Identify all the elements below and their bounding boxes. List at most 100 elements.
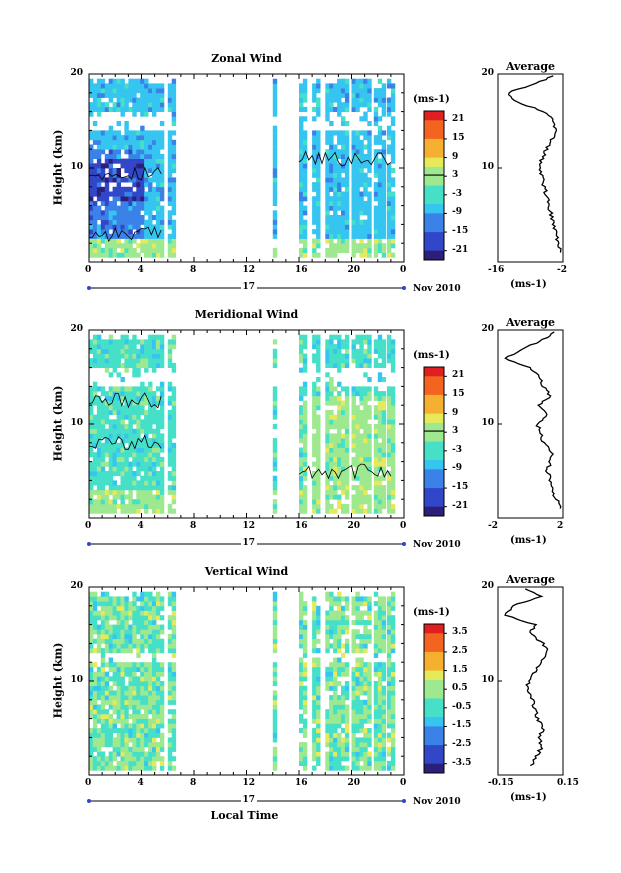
heatmap-cell <box>381 676 387 682</box>
heatmap-cell <box>390 424 396 430</box>
heatmap-cell <box>96 610 102 616</box>
heatmap-cell <box>316 395 321 401</box>
heatmap-cell <box>355 339 360 345</box>
heatmap-cell <box>100 215 106 221</box>
heatmap-cell <box>132 746 137 752</box>
heatmap-cell <box>152 499 157 505</box>
heatmap-cell <box>337 480 342 486</box>
heatmap-cell <box>386 210 392 216</box>
heatmap-cell <box>108 624 114 630</box>
heatmap-cell <box>316 130 321 136</box>
heatmap-cell <box>155 456 161 462</box>
heatmap-cell <box>120 695 125 701</box>
heatmap-cell <box>272 666 278 672</box>
heatmap-cell <box>344 685 350 691</box>
heatmap-cell <box>116 699 121 705</box>
heatmap-cell <box>120 629 125 635</box>
heatmap-cell <box>377 196 383 202</box>
heatmap-cell <box>381 92 387 98</box>
heatmap-cell <box>112 681 117 687</box>
heatmap-cell <box>367 158 372 164</box>
heatmap-cell <box>136 695 141 701</box>
heatmap-cell <box>312 751 317 757</box>
heatmap-cell <box>373 233 379 239</box>
heatmap-cell <box>108 713 114 719</box>
heatmap-cell <box>373 391 379 397</box>
heatmap-cell <box>159 414 165 420</box>
heatmap-cell <box>381 695 387 701</box>
heatmap-cell <box>124 97 129 103</box>
heatmap-cell <box>112 765 117 771</box>
heatmap-cell <box>337 718 342 724</box>
heatmap-cell <box>341 765 346 771</box>
heatmap-cell <box>144 629 149 635</box>
colorbar-segment <box>424 717 444 727</box>
heatmap-cell <box>120 690 125 696</box>
heatmap-cell <box>132 615 137 621</box>
heatmap-cell <box>316 353 321 359</box>
heatmap-cell <box>299 601 304 607</box>
heatmap-cell <box>333 419 338 425</box>
heatmap-cell <box>136 756 141 762</box>
heatmap-cell <box>302 177 308 183</box>
heatmap-cell <box>171 508 177 514</box>
heatmap-cell <box>272 215 278 221</box>
heatmap-cell <box>381 158 387 164</box>
heatmap-cell <box>351 414 356 420</box>
heatmap-cell <box>377 466 383 472</box>
heatmap-cell <box>355 508 360 514</box>
heatmap-cell <box>155 699 161 705</box>
heatmap-cell <box>136 718 141 724</box>
heatmap-cell <box>144 247 149 253</box>
heatmap-cell <box>381 634 387 640</box>
heatmap-cell <box>89 414 94 420</box>
heatmap-cell <box>390 205 396 211</box>
heatmap-cell <box>144 102 149 108</box>
heatmap-cell <box>386 494 392 500</box>
heatmap-cell <box>333 130 338 136</box>
heatmap-cell <box>337 78 342 84</box>
heatmap-cell <box>302 196 308 202</box>
heatmap-cell <box>144 461 149 467</box>
colorbar-tick-label: -3.5 <box>452 757 472 768</box>
heatmap-cell <box>132 699 137 705</box>
heatmap-cell <box>377 139 383 145</box>
heatmap-cell <box>333 334 338 340</box>
heatmap-cell <box>333 596 338 602</box>
heatmap-cell <box>104 130 110 136</box>
heatmap-cell <box>367 362 372 368</box>
heatmap-cell <box>377 629 383 635</box>
heatmap-cell <box>299 657 304 663</box>
heatmap-cell <box>325 648 330 654</box>
heatmap-cell <box>337 362 342 368</box>
heatmap-cell <box>390 760 396 766</box>
heatmap-cell <box>325 97 330 103</box>
heatmap-cell <box>159 102 165 108</box>
heatmap-cell <box>167 723 173 729</box>
heatmap-cell <box>355 662 360 668</box>
heatmap-cell <box>144 471 149 477</box>
heatmap-cell <box>381 247 387 253</box>
heatmap-cell <box>104 601 110 607</box>
heatmap-cell <box>386 605 392 611</box>
heatmap-cell <box>344 615 350 621</box>
heatmap-cell <box>128 601 133 607</box>
heatmap-cell <box>148 381 153 387</box>
heatmap-cell <box>302 652 308 658</box>
heatmap-cell <box>132 210 137 216</box>
heatmap-cell <box>155 182 161 188</box>
heatmap-cell <box>120 746 125 752</box>
heatmap-cell <box>120 742 125 748</box>
heatmap-cell <box>96 742 102 748</box>
heatmap-cell <box>299 728 304 734</box>
heatmap-cell <box>367 405 372 411</box>
heatmap-cell <box>148 615 153 621</box>
heatmap-cell <box>144 111 149 117</box>
heatmap-cell <box>381 742 387 748</box>
heatmap-cell <box>316 742 321 748</box>
heatmap-cell <box>355 690 360 696</box>
heatmap-cell <box>120 106 125 112</box>
colorbar-tick-label: -0.5 <box>452 701 472 712</box>
heatmap-cell <box>112 728 117 734</box>
heatmap-cell <box>92 671 98 677</box>
